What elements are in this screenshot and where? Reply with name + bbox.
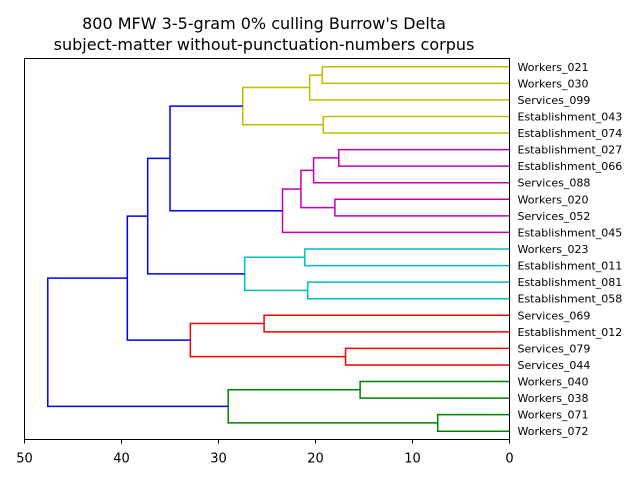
dendrogram-links	[47, 66, 510, 432]
chart-title-line-2: subject-matter without-punctuation-numbe…	[54, 35, 475, 54]
dendrogram-link	[308, 74, 510, 101]
leaf-label: Services_044	[518, 359, 591, 372]
dendrogram-link	[189, 322, 346, 358]
dendrogram-link	[169, 105, 283, 212]
dendrogram-link	[126, 215, 191, 341]
dendrogram-link	[242, 86, 324, 126]
leaf-label: Workers_040	[518, 376, 589, 389]
x-tick-label: 50	[16, 452, 33, 467]
dendrogram-link	[47, 277, 229, 408]
x-tick-label: 0	[505, 452, 513, 467]
leaf-label: Establishment_043	[518, 110, 623, 123]
x-tick-label: 20	[307, 452, 324, 467]
dendrogram-link	[322, 115, 510, 134]
dendrogram-link	[243, 256, 308, 292]
leaf-label: Services_069	[518, 309, 591, 322]
leaf-label: Services_079	[518, 342, 591, 355]
leaf-label: Workers_030	[518, 77, 589, 90]
leaf-label: Workers_072	[518, 425, 589, 438]
dendrogram-link	[359, 380, 510, 399]
x-tick-label: 10	[404, 452, 421, 467]
leaf-label: Establishment_027	[518, 144, 623, 157]
leaf-label: Services_099	[518, 94, 591, 107]
x-axis: 50 40 30 20 10 0	[16, 439, 514, 467]
leaf-label: Establishment_058	[518, 293, 623, 306]
leaf-label: Workers_020	[518, 193, 589, 206]
dendrogram-link	[146, 157, 245, 275]
dendrogram-link	[281, 188, 510, 234]
dendrogram-link	[436, 413, 510, 432]
leaf-label: Services_052	[518, 210, 591, 223]
leaf-label: Establishment_045	[518, 226, 623, 239]
chart-title-line-1: 800 MFW 3-5-gram 0% culling Burrow's Del…	[82, 14, 446, 33]
dendrogram-link	[300, 169, 335, 209]
dendrogram-link	[334, 198, 510, 217]
leaf-label: Workers_021	[518, 61, 589, 74]
leaf-label: Services_088	[518, 177, 591, 190]
dendrogram-link	[312, 157, 510, 184]
dendrogram-link	[304, 248, 510, 267]
leaf-label: Workers_071	[518, 409, 589, 422]
dendrogram-link	[306, 281, 510, 300]
leaf-label: Establishment_012	[518, 326, 623, 339]
leaf-label: Establishment_081	[518, 276, 623, 289]
dendrogram-link	[263, 314, 510, 333]
leaf-label: Establishment_011	[518, 260, 623, 273]
dendrogram-link	[338, 148, 510, 167]
leaf-label: Workers_023	[518, 243, 589, 256]
dendrogram-link	[321, 66, 510, 85]
leaf-label: Workers_038	[518, 392, 589, 405]
plot-frame	[24, 58, 510, 440]
leaf-labels: Workers_021 Workers_030 Services_099 Establ…	[518, 61, 623, 438]
x-tick-label: 30	[210, 452, 227, 467]
leaf-label: Establishment_074	[518, 127, 623, 140]
leaf-label: Establishment_066	[518, 160, 623, 173]
dendrogram-link	[227, 389, 438, 424]
x-tick-label: 40	[113, 452, 130, 467]
dendrogram-link	[344, 347, 510, 366]
